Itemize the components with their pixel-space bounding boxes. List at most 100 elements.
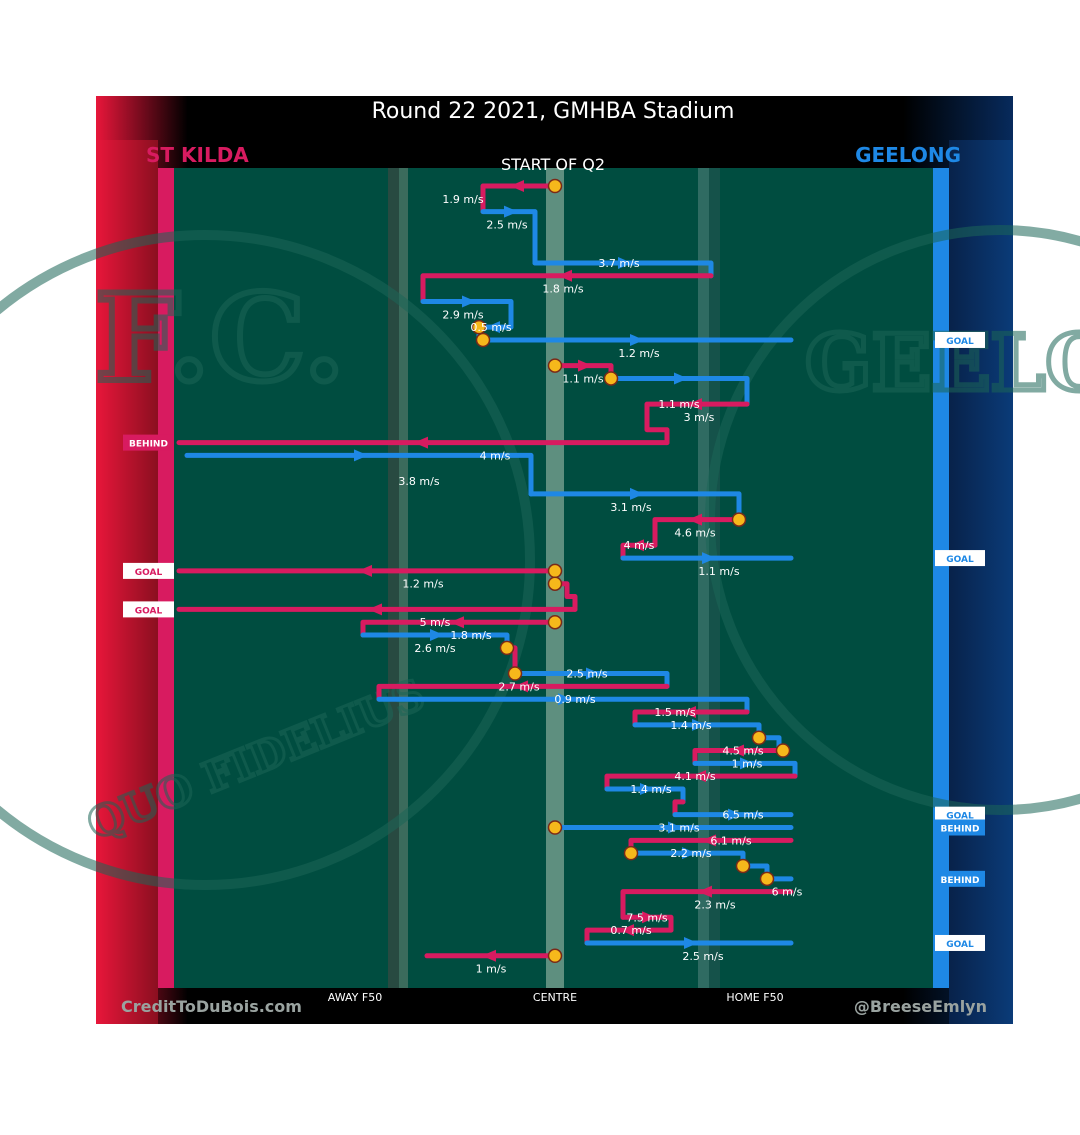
passage-arrow [682,706,696,719]
speed-label: 4.6 m/s [674,526,715,539]
outcome-badge: BEHIND [935,870,985,887]
stoppage-dot [547,948,563,964]
passage-arrow [630,539,644,552]
passage-arrow [698,885,712,898]
outcome-label: GOAL [946,940,974,950]
outcome-badge: GOAL [935,934,985,951]
speed-label: 1 m/s [732,757,763,770]
passage-line [184,452,534,497]
stoppage-dot [547,358,563,373]
speed-label: 3.1 m/s [610,501,651,514]
outcome-label: GOAL [946,337,974,347]
passage-arrow [728,808,742,821]
speed-label: 3.1 m/s [658,822,699,835]
outcome-badge: GOAL [123,562,174,579]
right-team-name: GEELONG [855,143,961,167]
passage-arrow [640,783,654,796]
speed-label: 4.1 m/s [674,770,715,783]
outcome-badge: GOAL [123,601,174,618]
passage-arrow [674,372,688,385]
passage-arrow [368,603,382,616]
outcome-badge-bg [123,434,174,451]
passage-arrow [730,744,744,757]
speed-label: 4.5 m/s [722,745,763,758]
passage-arrow [684,936,698,949]
passage-arrow [354,449,368,462]
outcome-label: GOAL [135,568,163,578]
passage-line [620,889,794,920]
speed-label: 1.8 m/s [450,629,491,642]
away-f50-line [399,168,408,988]
stoppage-marker [731,512,747,527]
outcome-badge: GOAL [935,550,985,567]
outcome-label: BEHIND [941,876,980,886]
passage-arrow [740,757,754,770]
stoppage-marker [547,178,563,194]
outcome-label: GOAL [946,555,974,565]
outcome-badge-bg [123,601,174,618]
stoppage-dot [547,576,563,591]
stoppage-dot [547,563,563,579]
passage-arrow [702,552,716,565]
tick-label-home-f50: HOME F50 [726,991,783,1004]
stoppage-dot [547,614,563,630]
passage-arrow [450,616,464,629]
speed-label: 7.5 m/s [626,911,667,924]
passage-line [620,914,674,933]
speed-label: 2.6 m/s [414,642,455,655]
passage-arrow [558,693,572,706]
speed-label: 6 m/s [772,886,803,899]
stoppage-dot [759,871,775,887]
speed-label: 0.5 m/s [470,321,511,334]
left-team-name: ST KILDA [146,143,249,167]
speed-label: 4 m/s [480,449,511,462]
passage-line [604,773,798,792]
stoppage-marker [623,845,639,861]
stoppage-dot [751,730,767,745]
left-watermark-text: F.C. [95,268,345,409]
passage-arrow [642,911,656,924]
speed-label: 2.7 m/s [498,680,539,693]
stoppage-marker [751,730,767,745]
passage-arrow [462,295,476,308]
playing-field [158,168,949,988]
outcome-badge: GOAL [935,806,985,823]
passage-line [644,401,750,446]
stoppage-marker [759,871,775,887]
stoppage-dot [507,666,523,681]
passage-arrow [682,847,696,860]
outcome-label: BEHIND [129,440,168,450]
passage-arrow [586,667,600,680]
stoppage-dot [475,332,491,348]
passage-line [620,542,658,561]
stoppage-marker [507,666,523,681]
tick-label-away-f50: AWAY F50 [328,991,382,1004]
speed-label: 3 m/s [684,411,715,424]
stoppage-dot [731,512,747,527]
speed-label: 1.1 m/s [698,565,739,578]
outcome-label: BEHIND [941,825,980,835]
speed-label: 0.9 m/s [554,693,595,706]
passage-line [376,696,750,715]
speed-label: 1.1 m/s [562,372,603,385]
speed-label: 2.5 m/s [486,218,527,231]
passages-layer [176,180,798,962]
outcome-badge: BEHIND [123,434,174,451]
passage-arrow [702,834,716,847]
passage-arrow [630,487,644,500]
speed-label: 1.2 m/s [618,347,659,360]
speed-label: 5 m/s [420,616,451,629]
speed-label: 1.9 m/s [442,193,483,206]
outcome-badge: GOAL [935,331,985,348]
speed-label: 2.5 m/s [566,668,607,681]
speed-label: 4 m/s [624,539,655,552]
passage-line [420,273,714,304]
stoppage-dot [603,371,619,386]
x-axis: AWAY F50 CENTRE HOME F50 [328,991,784,1004]
passage-line [512,671,670,689]
passage-arrow [504,205,518,218]
speed-label: 1.5 m/s [654,706,695,719]
passage-arrow [510,180,524,192]
speed-label: 1.4 m/s [630,783,671,796]
